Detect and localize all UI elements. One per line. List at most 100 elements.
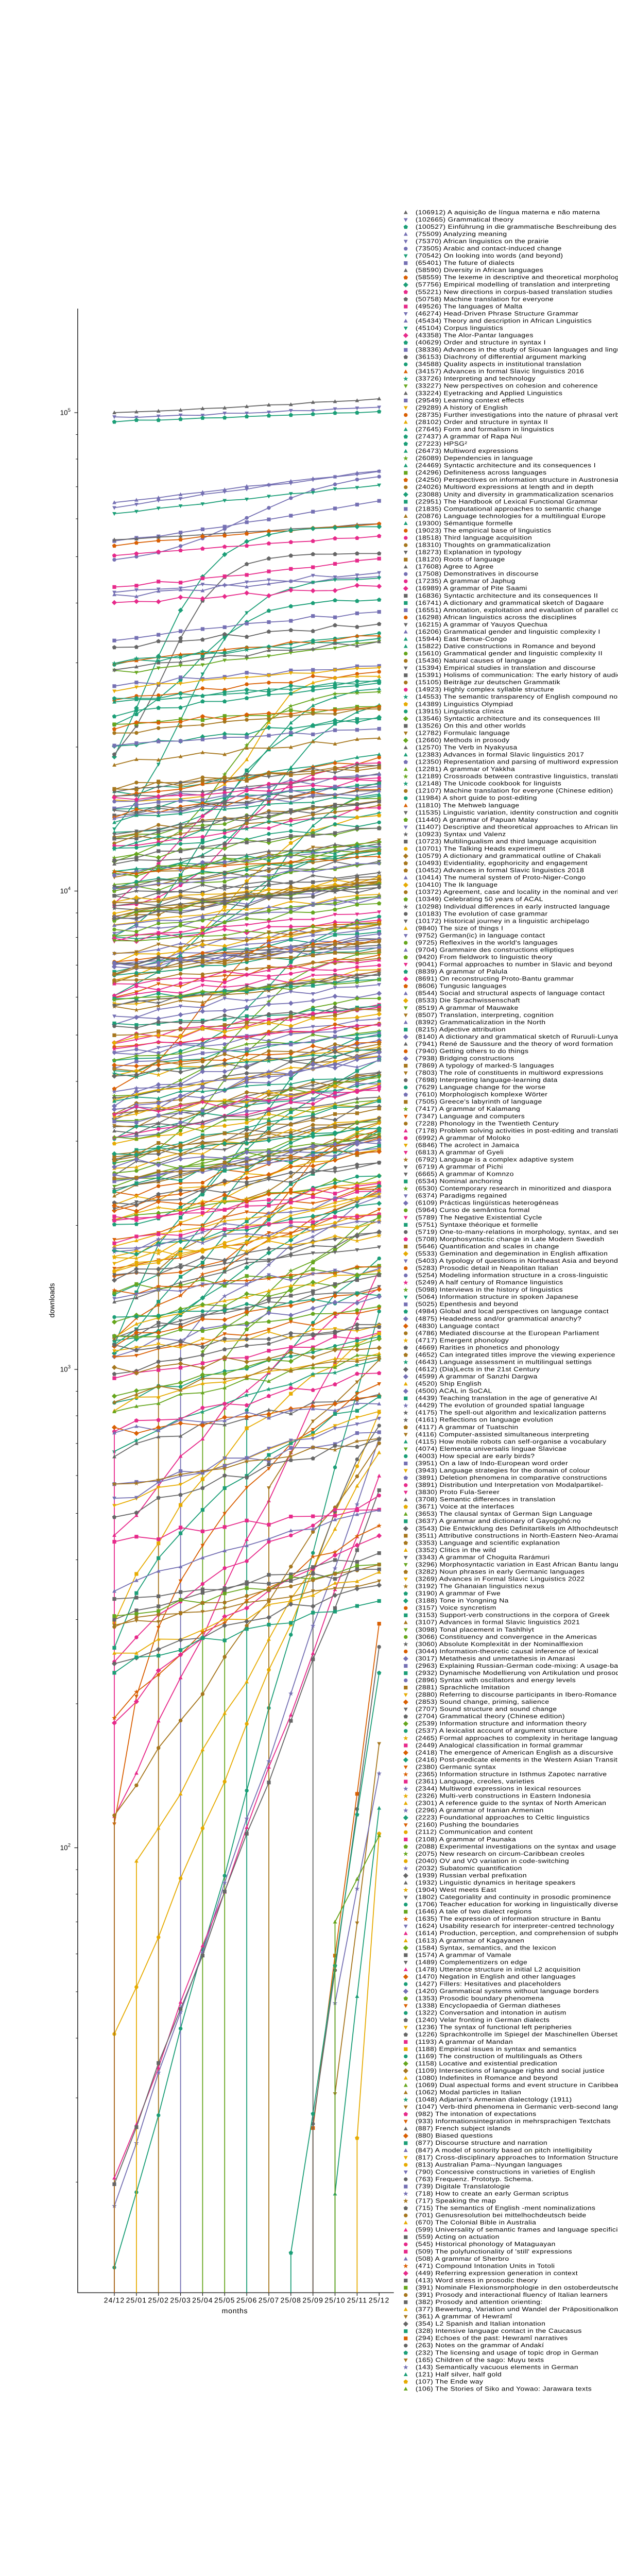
svg-text:(16206) Grammatical gender and: (16206) Grammatical gender and linguisti… <box>416 628 600 635</box>
svg-text:(15394) Empirical studies in t: (15394) Empirical studies in translation… <box>416 664 596 671</box>
svg-text:(880) Biased questions: (880) Biased questions <box>416 2132 493 2139</box>
svg-text:downloads: downloads <box>48 1283 56 1318</box>
svg-text:(3671) Voice at the interfaces: (3671) Voice at the interfaces <box>416 1503 514 1510</box>
svg-text:(2853) Sound change, priming,: (2853) Sound change, priming, salience <box>416 1698 550 1705</box>
svg-text:(887) French subject islands: (887) French subject islands <box>416 2125 511 2132</box>
svg-text:(3951) On a law of Indo-Europe: (3951) On a law of Indo-European word or… <box>416 1460 568 1467</box>
svg-text:(4652) Can integrated titles i: (4652) Can integrated titles improve the… <box>416 1351 615 1358</box>
svg-text:25/01: 25/01 <box>126 2296 147 2304</box>
svg-text:(70542) On looking into words: (70542) On looking into words (and beyon… <box>416 252 563 259</box>
svg-text:(2896) Syntax with oscillators: (2896) Syntax with oscillators and energ… <box>416 1676 576 1684</box>
svg-text:(15822) Dative constructions i: (15822) Dative constructions in Romance … <box>416 642 596 650</box>
svg-text:(2301) A reference guide to th: (2301) A reference guide to the syntax o… <box>416 1800 607 1807</box>
svg-text:(106) The Stories of Siko and: (106) The Stories of Siko and Yowao: Jar… <box>416 2385 592 2392</box>
svg-text:(165) Children of the sago: Mu: (165) Children of the sago: Muyu texts <box>416 2356 544 2363</box>
svg-text:(6992) A grammar of Moloko: (6992) A grammar of Moloko <box>416 1134 511 1141</box>
svg-text:(15944) East Benue-Congo: (15944) East Benue-Congo <box>416 635 507 642</box>
svg-text:(107) The Ende way: (107) The Ende way <box>416 2378 483 2385</box>
svg-text:(4175) The spell-out algorithm: (4175) The spell-out algorithm and lexic… <box>416 1409 606 1416</box>
svg-text:103: 103 <box>60 1364 71 1374</box>
svg-text:(3352) Clitics in the wild: (3352) Clitics in the wild <box>416 1546 496 1553</box>
svg-text:(2465) Formal approaches to co: (2465) Formal approaches to complexity i… <box>416 1734 618 1741</box>
svg-text:25/02: 25/02 <box>148 2296 169 2304</box>
svg-text:(8519) A grammar of Mauwake: (8519) A grammar of Mauwake <box>416 1004 519 1011</box>
svg-text:(8507) Translation, interpreti: (8507) Translation, interpreting, cognit… <box>416 1011 554 1019</box>
svg-text:(3066) Constituency and conver: (3066) Constituency and convergence in t… <box>416 1633 597 1640</box>
svg-text:(2380) Germanic syntax: (2380) Germanic syntax <box>416 1763 496 1770</box>
svg-text:(294) Echoes of the past: Hewr: (294) Echoes of the past: Hewramî narrat… <box>416 2334 568 2342</box>
svg-text:(3098) Tonal placement in Tash: (3098) Tonal placement in Tashlhiyt <box>416 1626 535 1633</box>
svg-text:(12281) A grammar of Yakkha: (12281) A grammar of Yakkha <box>416 766 515 773</box>
svg-text:(24296) Definiteness across la: (24296) Definiteness across languages <box>416 469 547 476</box>
svg-text:(16836) Syntactic architecture: (16836) Syntactic architecture and its c… <box>416 592 598 599</box>
svg-text:(11810) The Mehweb language: (11810) The Mehweb language <box>416 802 520 809</box>
svg-text:(4643) Language assessment in: (4643) Language assessment in multilingu… <box>416 1359 592 1366</box>
svg-text:(4830) Language contact: (4830) Language contact <box>416 1322 500 1329</box>
svg-text:(599) Universality of semantic: (599) Universality of semantic frames an… <box>416 2226 618 2233</box>
svg-text:(2881) Sprachliche Imitation: (2881) Sprachliche Imitation <box>416 1684 510 1691</box>
svg-text:(2707) Sound structure and sou: (2707) Sound structure and sound change <box>416 1705 557 1713</box>
svg-text:(3830) Proto Fula-Sereer: (3830) Proto Fula-Sereer <box>416 1488 500 1496</box>
svg-text:(2223) Foundational approaches: (2223) Foundational approaches to Celtic… <box>416 1814 590 1821</box>
svg-text:(11440) A grammar of Papuan Ma: (11440) A grammar of Papuan Malay <box>416 816 538 823</box>
svg-text:(3190) A grammar of Fwe: (3190) A grammar of Fwe <box>416 1590 501 1597</box>
svg-text:(10723) Multilingualism and th: (10723) Multilingualism and third langua… <box>416 838 596 845</box>
svg-text:(6813) A grammar of Gyeli: (6813) A grammar of Gyeli <box>416 1149 504 1156</box>
svg-text:(7610) Morphologisch komplexe: (7610) Morphologisch komplexe Wörter <box>416 1091 547 1098</box>
svg-text:(28102) Order and structure in: (28102) Order and structure in syntax II <box>416 418 548 426</box>
svg-text:(29289) A history of English: (29289) A history of English <box>416 404 508 411</box>
svg-text:(1322) Conversation and intona: (1322) Conversation and intonation in au… <box>416 2009 566 2016</box>
svg-text:(508) A grammar of Sherbro: (508) A grammar of Sherbro <box>416 2255 509 2262</box>
svg-text:(4669) Rarities in phonetics a: (4669) Rarities in phonetics and phonolo… <box>416 1344 560 1351</box>
svg-text:25/05: 25/05 <box>214 2296 235 2304</box>
svg-text:(6374) Paradigms regained: (6374) Paradigms regained <box>416 1192 507 1199</box>
svg-text:(509) The polyfunctionality of: (509) The polyfunctionality of 'still' e… <box>416 2248 572 2255</box>
svg-text:(1614) Production, perception,: (1614) Production, perception, and compr… <box>416 1929 618 1937</box>
svg-text:(7940) Getting others to do th: (7940) Getting others to do things <box>416 1047 529 1055</box>
svg-text:(1338) Encyclopaedia of German: (1338) Encyclopaedia of German diatheses <box>416 2002 561 2009</box>
svg-text:(3157) Voice syncretism: (3157) Voice syncretism <box>416 1604 496 1612</box>
svg-text:(413) Word stress in prosodic: (413) Word stress in prosodic theory <box>416 2277 538 2284</box>
svg-text:(933) Informationsintegration: (933) Informationsintegration in mehrspr… <box>416 2117 611 2125</box>
svg-text:(377) Bewertung, Variation und: (377) Bewertung, Variation und Wandel de… <box>416 2306 618 2313</box>
svg-text:(2539) Information structure a: (2539) Information structure and informa… <box>416 1720 587 1727</box>
svg-text:(11535) Linguistic variation,: (11535) Linguistic variation, identity c… <box>416 809 618 816</box>
svg-text:(5751) Syntaxe théorique et fo: (5751) Syntaxe théorique et formelle <box>416 1221 538 1228</box>
svg-text:(13526) On this and other worl: (13526) On this and other worlds <box>416 722 526 729</box>
svg-text:(1613) A grammar of Kagayanen: (1613) A grammar of Kagayanen <box>416 1937 524 1944</box>
svg-text:(4875) Headedness and/or gramm: (4875) Headedness and/or grammatical ana… <box>416 1315 581 1322</box>
svg-text:(4500) ACAL in SoCAL: (4500) ACAL in SoCAL <box>416 1387 492 1395</box>
svg-text:25/08: 25/08 <box>281 2296 302 2304</box>
svg-text:(1188) Empirical issues in syn: (1188) Empirical issues in syntax and se… <box>416 2045 577 2053</box>
svg-text:(58590) Diversity in African l: (58590) Diversity in African languages <box>416 266 543 274</box>
svg-text:(328) Intensive language conta: (328) Intensive language contact in the … <box>416 2327 582 2334</box>
svg-text:(1904) West meets East: (1904) West meets East <box>416 1886 496 1893</box>
svg-text:(1353) Prosodic boundary pheno: (1353) Prosodic boundary phenomena <box>416 1995 544 2002</box>
svg-text:(2449) Analogical classificati: (2449) Analogical classification in form… <box>416 1741 583 1749</box>
svg-text:(718) How to create an early G: (718) How to create an early German scri… <box>416 2190 569 2197</box>
svg-text:(701) Genusresolution bei mitt: (701) Genusresolution bei mittelhochdeut… <box>416 2212 587 2219</box>
svg-text:(715) The semantics of English: (715) The semantics of English -ment nom… <box>416 2205 595 2212</box>
svg-text:(12782) Formulaic language: (12782) Formulaic language <box>416 729 510 736</box>
svg-text:(7629) Language change for the: (7629) Language change for the worse <box>416 1083 546 1091</box>
svg-text:25/07: 25/07 <box>259 2296 280 2304</box>
svg-text:(9704) Grammaire des construct: (9704) Grammaire des constructions ellip… <box>416 946 574 954</box>
svg-text:(10414) The numeral system of: (10414) The numeral system of Proto-Nige… <box>416 874 586 881</box>
svg-text:(717) Speaking the map: (717) Speaking the map <box>416 2197 496 2205</box>
svg-text:(106912) A aquisição de língua: (106912) A aquisição de língua materna e… <box>416 209 600 216</box>
svg-text:(739) Digitale Translatologie: (739) Digitale Translatologie <box>416 2183 510 2190</box>
svg-text:(5719) One-to-many-relations i: (5719) One-to-many-relations in morpholo… <box>416 1228 618 1235</box>
svg-text:(17235) A grammar of Japhug: (17235) A grammar of Japhug <box>416 578 516 585</box>
svg-text:(7869) A typology of marked-S: (7869) A typology of marked-S languages <box>416 1062 554 1069</box>
svg-text:(15436) Natural causes of lang: (15436) Natural causes of language <box>416 657 536 664</box>
svg-text:(8544) Social and structural a: (8544) Social and structural aspects of … <box>416 990 605 997</box>
svg-text:(23088) Unity and diversity in: (23088) Unity and diversity in grammatic… <box>416 490 614 498</box>
svg-text:(2296) A grammar of Iranian Ar: (2296) A grammar of Iranian Armenian <box>416 1807 544 1814</box>
svg-text:(121) Half silver, half gold: (121) Half silver, half gold <box>416 2370 502 2378</box>
svg-text:(18273) Explanation in typolog: (18273) Explanation in typology <box>416 549 522 556</box>
svg-text:(36153) Diachrony of different: (36153) Diachrony of differential argume… <box>416 353 587 361</box>
svg-text:(4429) The evolution of ground: (4429) The evolution of grounded spatial… <box>416 1402 585 1409</box>
svg-text:(3269) Advances in Formal Slav: (3269) Advances in Formal Slavic Linguis… <box>416 1575 585 1583</box>
svg-text:(1489) Complementizers on edge: (1489) Complementizers on edge <box>416 1958 527 1965</box>
svg-text:(361) A grammar of Hewramî: (361) A grammar of Hewramî <box>416 2313 512 2320</box>
